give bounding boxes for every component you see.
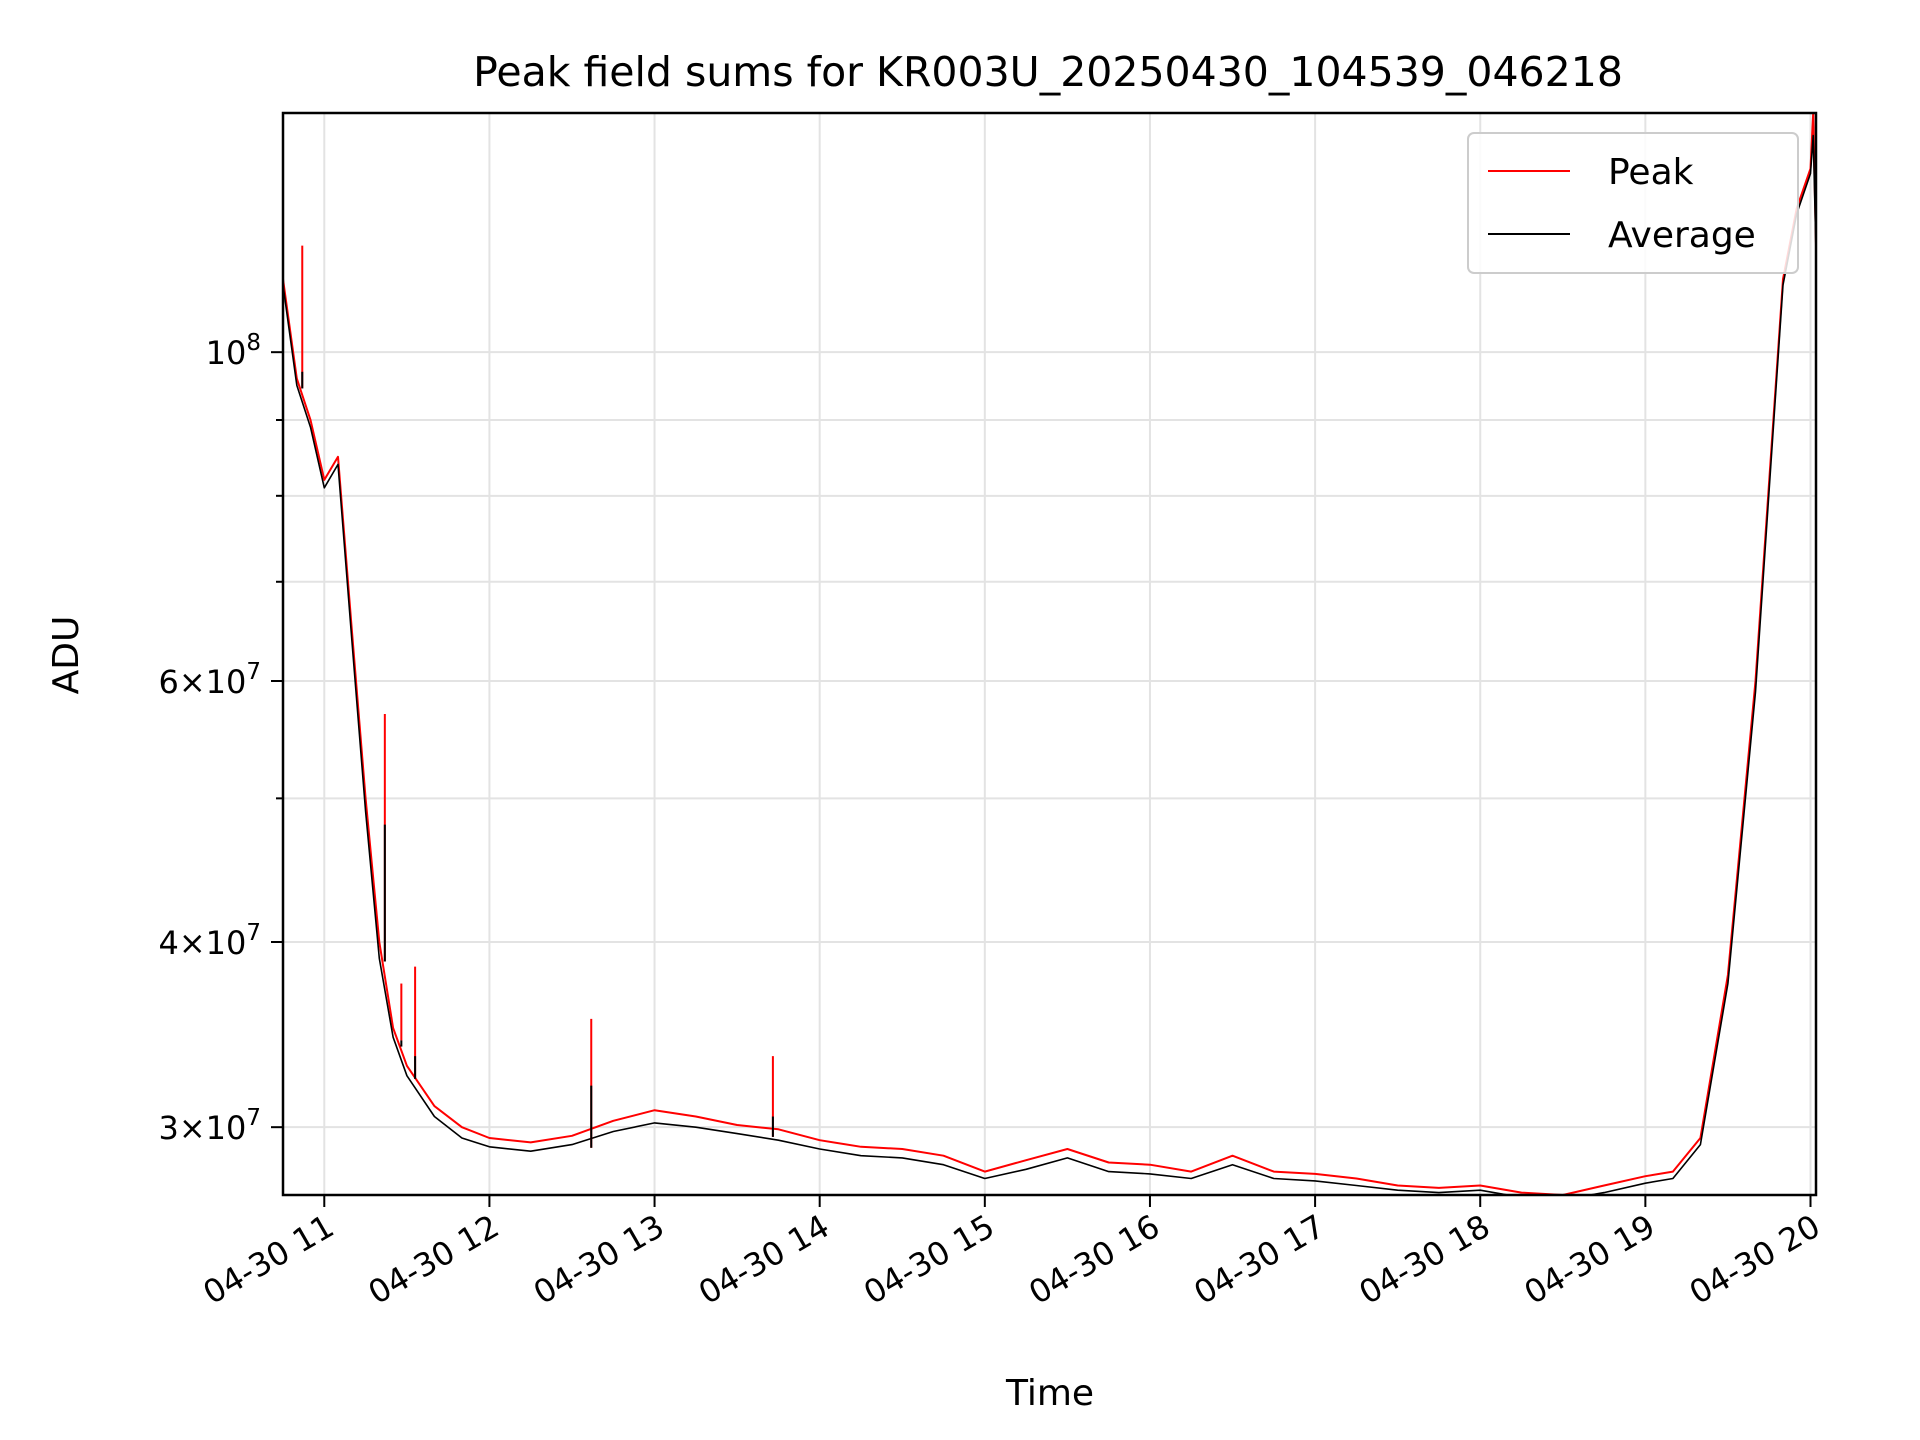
y-axis-label: ADU (46, 616, 87, 695)
x-tick-label: 04-30 11 (197, 1207, 341, 1312)
legend-box (1467, 132, 1799, 274)
y-tick-label: 6×107 (158, 659, 261, 701)
series-line-peak (283, 113, 1816, 1195)
plot-frame (281, 111, 1818, 1197)
x-tick-label: 04-30 13 (527, 1207, 671, 1312)
x-tick-label: 04-30 12 (362, 1207, 506, 1312)
x-tick-label: 04-30 16 (1022, 1207, 1166, 1312)
x-axis: 04-30 11 04-30 12 04-30 13 04-30 14 04-30 15… (197, 1195, 1827, 1312)
x-tick-label: 04-30 15 (857, 1207, 1001, 1312)
y-tick-label: 4×107 (158, 920, 261, 962)
legend: Peak Average (1467, 132, 1799, 274)
x-tick-label: 04-30 20 (1683, 1207, 1827, 1312)
series-line-average (283, 134, 1816, 1195)
x-axis-label: Time (1005, 1373, 1094, 1414)
legend-label-peak: Peak (1608, 152, 1694, 193)
x-tick-label: 04-30 19 (1518, 1207, 1662, 1312)
y-tick-label: 108 (206, 330, 261, 372)
x-tick-label: 04-30 18 (1353, 1207, 1497, 1312)
legend-label-average: Average (1608, 215, 1756, 256)
chart-title: Peak field sums for KR003U_20250430_1045… (473, 48, 1623, 96)
grid-lines (283, 113, 1816, 1195)
x-tick-label: 04-30 14 (692, 1207, 836, 1312)
y-axis: 3×107 4×107 6×107 108 (158, 330, 283, 1147)
x-tick-label: 04-30 17 (1187, 1207, 1331, 1312)
series-lines (283, 113, 1816, 1195)
y-tick-label: 3×107 (158, 1105, 261, 1147)
